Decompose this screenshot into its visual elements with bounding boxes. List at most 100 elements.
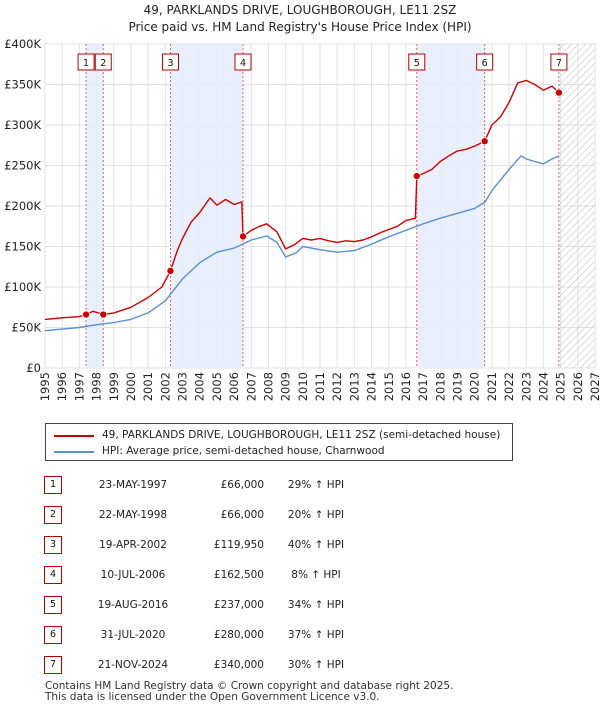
sale-number-cell: 1 — [44, 470, 92, 500]
x-tick-label: 2004 — [193, 372, 207, 401]
y-tick-label: £150K — [4, 240, 41, 254]
sales-table-row: 1 23-MAY-1997 £66,000 29% ↑ HPI — [44, 470, 368, 500]
sales-table-row: 5 19-AUG-2016 £237,000 34% ↑ HPI — [44, 590, 368, 620]
x-tick-label: 2008 — [261, 372, 275, 401]
footer-licence: This data is licensed under the Open Gov… — [45, 691, 380, 703]
sale-number-box — [234, 53, 252, 71]
sale-hpi-diff-cell: 8% ↑ HPI — [291, 569, 341, 581]
chart-subtitle: Price paid vs. HM Land Registry's House … — [128, 20, 471, 34]
sale-price-cell: £119,950 — [213, 539, 264, 551]
sale-number-cell: 3 — [44, 530, 92, 560]
x-tick-label: 2002 — [158, 372, 172, 401]
x-tick-label: 1998 — [90, 372, 104, 401]
sale-number-label: 7 — [556, 58, 562, 69]
sale-hpi-diff-cell: 37% ↑ HPI — [287, 629, 345, 641]
x-tick-label: 2006 — [227, 372, 241, 401]
sale-date-cell: 10-JUL-2006 — [100, 569, 166, 581]
legend-label-hpi: HPI: Average price, semi-detached house,… — [102, 445, 385, 457]
sale-number-box: 4 — [44, 566, 62, 584]
x-tick-label: 2005 — [210, 372, 224, 401]
sale-number-cell: 5 — [44, 590, 92, 620]
sale-price-cell: £280,000 — [213, 629, 264, 641]
sale-point — [554, 88, 563, 97]
x-tick-label: 2000 — [124, 372, 138, 401]
x-tick-label: 1996 — [55, 372, 69, 401]
sale-number-box: 3 — [44, 536, 62, 554]
sale-date-cell: 22-MAY-1998 — [98, 509, 168, 521]
footer: Contains HM Land Registry data © Crown c… — [45, 681, 453, 703]
sale-price-cell: £66,000 — [220, 509, 264, 521]
sale-number-label: 5 — [414, 58, 420, 69]
sale-number-box — [77, 53, 95, 71]
sale-number-box — [94, 53, 112, 71]
x-tick-label: 2022 — [502, 372, 516, 401]
sale-number-cell: 2 — [44, 500, 92, 530]
sale-number-cell: 4 — [44, 560, 92, 590]
x-tick-label: 2017 — [416, 372, 430, 401]
sale-point — [238, 232, 247, 241]
y-tick-label: £100K — [4, 280, 41, 294]
x-tick-label: 2023 — [519, 372, 533, 401]
ownership-period-shade — [416, 44, 485, 368]
sale-date-cell: 19-APR-2002 — [99, 539, 167, 551]
sales-table-row: 6 31-JUL-2020 £280,000 37% ↑ HPI — [44, 620, 368, 650]
footer-copyright: Contains HM Land Registry data © Crown c… — [45, 680, 454, 692]
sale-point — [166, 266, 175, 275]
x-tick-label: 2015 — [382, 372, 396, 401]
sale-number-box — [550, 53, 568, 71]
sale-number-box: 2 — [44, 506, 62, 524]
y-tick-label: £0 — [26, 361, 41, 375]
sale-date-cell: 31-JUL-2020 — [100, 629, 166, 641]
sale-number-box: 7 — [44, 656, 62, 674]
sale-date-cell: 19-AUG-2016 — [97, 599, 169, 611]
x-tick-label: 1995 — [38, 372, 52, 401]
sale-hpi-diff-cell: 40% ↑ HPI — [287, 539, 345, 551]
x-tick-label: 2024 — [536, 372, 550, 401]
sale-number-cell: 7 — [44, 650, 92, 680]
x-tick-label: 2026 — [571, 372, 585, 401]
chart-title: 49, PARKLANDS DRIVE, LOUGHBOROUGH, LE11 … — [144, 3, 457, 17]
sale-number-label: 3 — [167, 58, 173, 69]
sale-hpi-diff-cell: 29% ↑ HPI — [287, 479, 345, 491]
sale-price-cell: £162,500 — [213, 569, 264, 581]
sale-point — [412, 172, 421, 181]
y-tick-label: £300K — [4, 118, 41, 132]
sale-point — [480, 137, 489, 146]
x-tick-label: 2007 — [244, 372, 258, 401]
x-tick-label: 2020 — [468, 372, 482, 401]
x-tick-label: 2025 — [554, 372, 568, 401]
x-tick-label: 2021 — [485, 372, 499, 401]
sales-table-row: 3 19-APR-2002 £119,950 40% ↑ HPI — [44, 530, 368, 560]
x-tick-label: 2013 — [347, 372, 361, 401]
x-tick-label: 2016 — [399, 372, 413, 401]
sales-table-row: 7 21-NOV-2024 £340,000 30% ↑ HPI — [44, 650, 368, 680]
sale-price-cell: £340,000 — [213, 659, 264, 671]
sale-number-label: 4 — [240, 58, 246, 69]
sales-table-row: 2 22-MAY-1998 £66,000 20% ↑ HPI — [44, 500, 368, 530]
ownership-period-shade — [86, 44, 104, 368]
sale-number-box — [161, 53, 179, 71]
legend-label-property: 49, PARKLANDS DRIVE, LOUGHBOROUGH, LE11 … — [102, 429, 501, 441]
sale-number-label: 1 — [83, 58, 89, 69]
sale-point — [82, 310, 91, 319]
x-tick-label: 2012 — [330, 372, 344, 401]
price-chart: 49, PARKLANDS DRIVE, LOUGHBOROUGH, LE11 … — [4, 3, 600, 401]
hpi-series-line — [44, 155, 560, 332]
sale-hpi-diff-cell: 34% ↑ HPI — [287, 599, 345, 611]
sale-number-cell: 6 — [44, 620, 92, 650]
sale-date-cell: 23-MAY-1997 — [98, 479, 168, 491]
sale-number-label: 6 — [482, 58, 488, 69]
sale-number-box — [476, 53, 494, 71]
sale-number-box: 5 — [44, 596, 62, 614]
x-tick-label: 2011 — [313, 372, 327, 401]
ownership-period-shade — [170, 44, 243, 368]
sale-price-cell: £66,000 — [220, 479, 264, 491]
x-tick-label: 2001 — [141, 372, 155, 401]
x-tick-label: 2019 — [451, 372, 465, 401]
y-tick-label: £50K — [12, 321, 42, 335]
forecast-hatch — [558, 44, 595, 368]
x-tick-label: 1997 — [72, 372, 86, 401]
sale-number-box: 6 — [44, 626, 62, 644]
y-tick-label: £250K — [4, 159, 41, 173]
sale-date-cell: 21-NOV-2024 — [97, 659, 169, 671]
